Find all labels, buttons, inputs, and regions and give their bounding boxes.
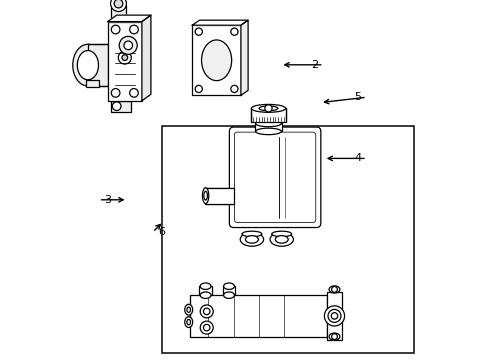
Ellipse shape <box>269 233 293 246</box>
Text: 4: 4 <box>354 153 361 163</box>
Text: 6: 6 <box>158 227 165 237</box>
Bar <box>88 44 107 86</box>
Circle shape <box>111 25 120 34</box>
Ellipse shape <box>200 292 211 298</box>
Circle shape <box>123 41 132 50</box>
Circle shape <box>129 25 138 34</box>
Circle shape <box>200 321 213 334</box>
Bar <box>111 5 125 22</box>
Polygon shape <box>107 15 151 22</box>
Circle shape <box>122 55 127 60</box>
Circle shape <box>203 308 209 315</box>
Ellipse shape <box>186 319 190 325</box>
Circle shape <box>200 305 213 318</box>
Ellipse shape <box>251 104 285 112</box>
Polygon shape <box>241 20 247 95</box>
Ellipse shape <box>255 128 281 135</box>
Circle shape <box>203 324 209 331</box>
Circle shape <box>114 0 122 8</box>
Bar <box>192 25 241 95</box>
Circle shape <box>330 312 337 319</box>
Ellipse shape <box>259 106 277 111</box>
FancyBboxPatch shape <box>229 127 320 228</box>
Circle shape <box>324 306 344 326</box>
Ellipse shape <box>255 120 281 127</box>
Circle shape <box>230 85 238 93</box>
Bar <box>223 286 235 295</box>
Ellipse shape <box>77 50 98 80</box>
Polygon shape <box>142 15 151 101</box>
Bar <box>254 123 282 131</box>
Circle shape <box>195 85 202 93</box>
Circle shape <box>331 287 337 292</box>
Ellipse shape <box>328 286 339 293</box>
Ellipse shape <box>203 191 207 200</box>
Bar <box>251 108 285 122</box>
Ellipse shape <box>223 292 234 298</box>
Circle shape <box>264 105 271 112</box>
Circle shape <box>112 102 121 111</box>
Bar <box>204 188 233 204</box>
Ellipse shape <box>245 236 258 243</box>
Text: 3: 3 <box>104 195 111 205</box>
Circle shape <box>195 28 202 35</box>
FancyBboxPatch shape <box>234 132 315 222</box>
Ellipse shape <box>184 317 192 328</box>
Bar <box>111 101 131 112</box>
Bar <box>107 22 142 101</box>
Bar <box>190 295 326 337</box>
Ellipse shape <box>223 283 234 289</box>
Bar <box>86 80 99 86</box>
Ellipse shape <box>184 304 192 315</box>
Circle shape <box>129 89 138 97</box>
Ellipse shape <box>202 188 208 204</box>
Ellipse shape <box>271 231 291 237</box>
Ellipse shape <box>240 233 263 246</box>
Circle shape <box>230 28 238 35</box>
Bar <box>162 126 413 353</box>
Circle shape <box>331 334 337 339</box>
Circle shape <box>111 89 120 97</box>
Bar <box>326 292 341 340</box>
Text: 2: 2 <box>310 60 318 70</box>
Ellipse shape <box>73 44 103 86</box>
Ellipse shape <box>328 333 339 340</box>
Circle shape <box>327 310 340 323</box>
Ellipse shape <box>200 283 211 289</box>
Polygon shape <box>192 20 247 25</box>
Circle shape <box>118 51 131 64</box>
Circle shape <box>119 36 137 54</box>
Ellipse shape <box>242 231 262 237</box>
Ellipse shape <box>186 307 190 312</box>
Circle shape <box>110 0 126 12</box>
Ellipse shape <box>201 40 231 81</box>
Text: 1: 1 <box>140 51 147 61</box>
Bar <box>199 286 212 295</box>
Ellipse shape <box>275 236 287 243</box>
Text: 5: 5 <box>354 92 361 102</box>
